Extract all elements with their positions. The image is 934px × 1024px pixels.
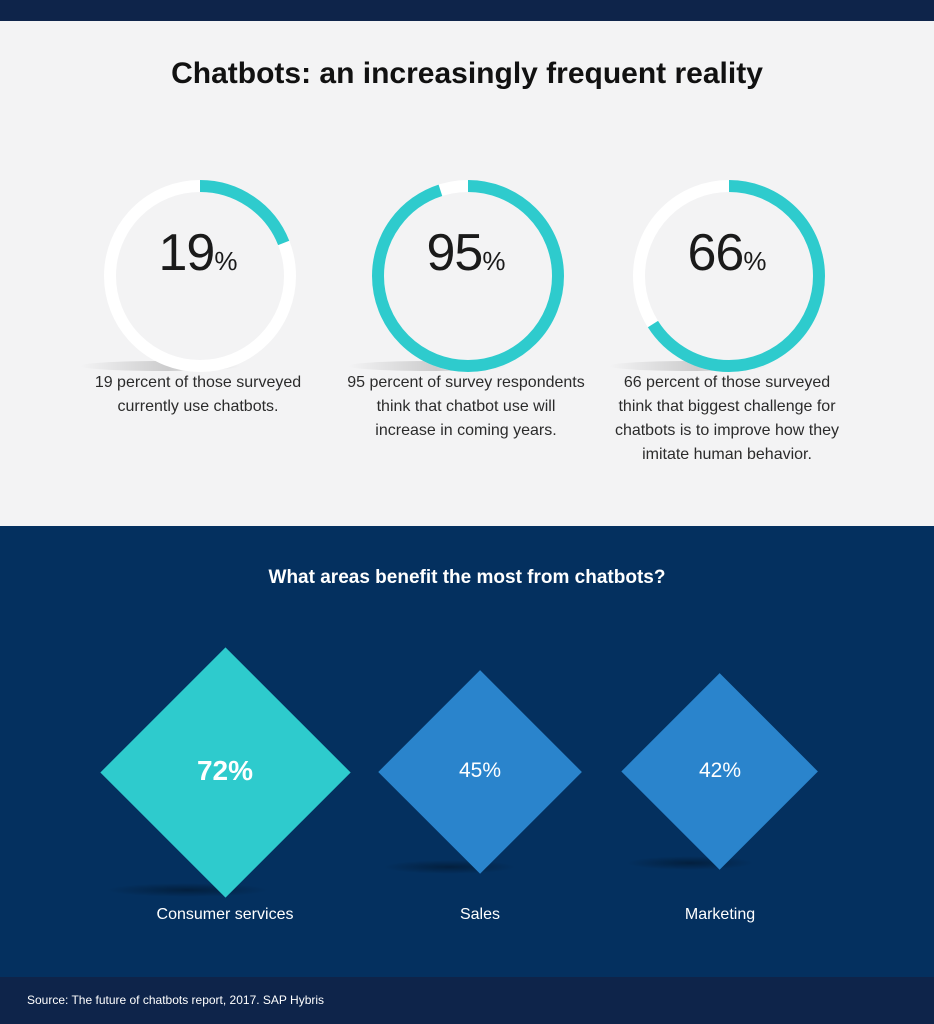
ring-description-1: 19 percent of those surveyed currently u…: [94, 374, 302, 415]
ring-chart-2: 95% 95 percent of survey respondents thi…: [346, 157, 586, 517]
diamond-shadow: [383, 859, 516, 874]
ring-value-1: 19%: [78, 223, 318, 283]
diamond-value-label: 42%: [698, 758, 742, 782]
top-bar: [0, 0, 934, 21]
ring-number: 95: [426, 224, 484, 282]
ring-svg-1: [80, 180, 296, 372]
ring-number: 19: [158, 224, 216, 282]
diamond-category-label: Marketing: [684, 906, 756, 923]
ring-chart-1: 19% 19 percent of those surveyed current…: [78, 157, 318, 517]
ring-percent-sign: %: [214, 246, 238, 276]
stats-section: Chatbots: an increasingly frequent reali…: [0, 21, 934, 526]
diamond-category-label: Consumer services: [156, 906, 294, 923]
ring-value-3: 66%: [607, 223, 847, 283]
ring-arc: [633, 180, 825, 372]
diamond-value-label: 45%: [458, 758, 502, 782]
ring-description-3: 66 percent of those surveyed think that …: [614, 374, 840, 463]
diamond-category-label: Sales: [459, 906, 501, 923]
diamond-shadow: [106, 883, 269, 898]
ring-percent-sign: %: [482, 246, 506, 276]
diamond-value-label: 72%: [196, 754, 254, 786]
ring-svg-3: [609, 180, 825, 372]
ring-arc: [372, 180, 564, 372]
footer: Source: The future of chatbots report, 2…: [0, 977, 934, 1024]
ring-chart-3: 66% 66 percent of those surveyed think t…: [607, 157, 847, 517]
ring-arc: [104, 180, 296, 372]
ring-value-2: 95%: [346, 223, 586, 283]
ring-percent-sign: %: [743, 246, 767, 276]
page-title: Chatbots: an increasingly frequent reali…: [171, 57, 763, 90]
diamond-shadow: [626, 856, 755, 871]
benefits-section: What areas benefit the most from chatbot…: [0, 526, 934, 977]
source-note: Source: The future of chatbots report, 2…: [27, 993, 325, 1007]
ring-svg-2: [348, 180, 564, 372]
ring-number: 66: [687, 224, 745, 282]
ring-description-2: 95 percent of survey respondents think t…: [347, 374, 585, 439]
section-subtitle: What areas benefit the most from chatbot…: [268, 567, 666, 588]
